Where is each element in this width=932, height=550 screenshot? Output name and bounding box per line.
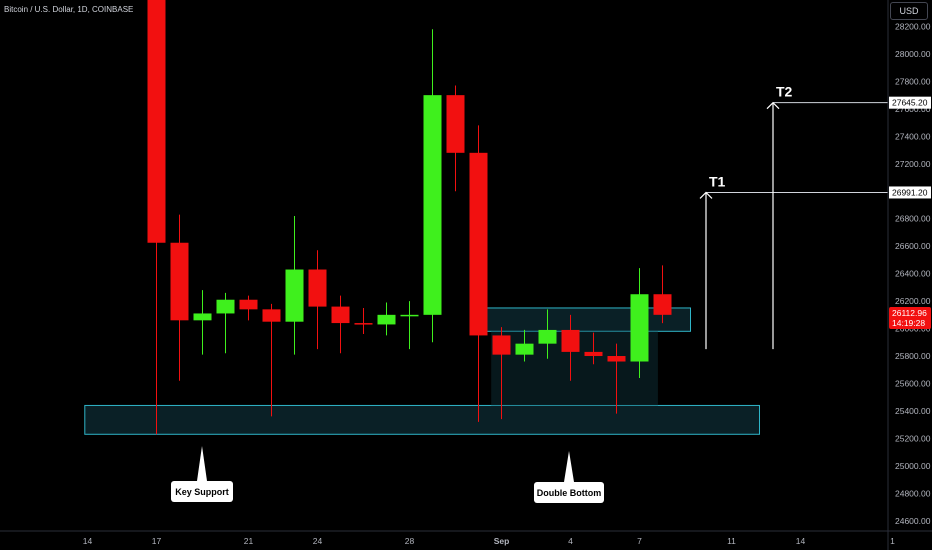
current-price-tag xyxy=(889,307,931,330)
candle-body xyxy=(147,0,166,243)
current-price-value: 26112.96 xyxy=(892,308,927,318)
callout-pointer xyxy=(564,451,574,482)
time-axis[interactable]: 14 17 21 24 28 Sep 4 7 11 14 1 xyxy=(0,530,932,546)
candle-body xyxy=(170,242,189,321)
zone-key-support xyxy=(84,404,761,435)
price-tick-label: 24800.00 xyxy=(895,488,931,498)
candle-body xyxy=(400,314,419,317)
target-price-t2: 27645.20 xyxy=(892,98,928,108)
candle-body xyxy=(630,294,649,362)
candle-body xyxy=(653,294,672,315)
price-tick-label: 27600.00 xyxy=(895,104,931,114)
callout-text: Double Bottom xyxy=(537,488,602,498)
candle-body xyxy=(308,269,327,307)
price-tick-label: 27400.00 xyxy=(895,131,931,141)
time-tick-label: Sep xyxy=(494,536,510,546)
candle-body xyxy=(354,323,373,325)
targets-layer: T1 T2 xyxy=(699,84,888,350)
callout-text: Key Support xyxy=(175,487,229,497)
time-tick-label: 21 xyxy=(244,536,254,546)
time-tick-label: 17 xyxy=(152,536,162,546)
candle-body xyxy=(239,299,258,310)
price-tick-label: 26600.00 xyxy=(895,241,931,251)
price-tick-label: 26400.00 xyxy=(895,269,931,279)
price-tick-label: 25600.00 xyxy=(895,378,931,388)
callout-box xyxy=(171,481,233,502)
arrow-head-icon xyxy=(699,191,713,199)
time-tick-label: 11 xyxy=(727,536,736,546)
currency-button[interactable]: USD xyxy=(890,2,928,20)
candle-body xyxy=(216,299,235,314)
candle-body xyxy=(538,329,557,344)
candle-body xyxy=(561,329,580,352)
callouts-layer: Key Support Double Bottom xyxy=(171,446,604,503)
time-tick-label: 14 xyxy=(796,536,806,546)
candle-body xyxy=(193,313,212,321)
countdown-timer: 14:19:28 xyxy=(892,318,925,328)
callout-double-bottom: Double Bottom xyxy=(534,451,604,503)
candle-body xyxy=(262,309,281,322)
callout-pointer xyxy=(197,446,207,481)
price-tick-label: 27800.00 xyxy=(895,76,931,86)
price-tick-label: 28000.00 xyxy=(895,49,931,59)
price-tick-label: 26800.00 xyxy=(895,214,931,224)
time-tick-label: 7 xyxy=(637,536,642,546)
callout-box xyxy=(534,482,604,503)
chart-title: Bitcoin / U.S. Dollar, 1D, COINBASE xyxy=(4,5,134,14)
candle-body xyxy=(584,351,603,357)
price-axis[interactable]: 28200.00 28000.00 27800.00 27600.00 27400.00… xyxy=(887,0,931,550)
zones-layer xyxy=(84,307,761,435)
candle-body xyxy=(377,314,396,325)
target-price-t1: 26991.20 xyxy=(892,187,928,197)
time-tick-label: 28 xyxy=(405,536,415,546)
candle-body xyxy=(469,152,488,336)
price-tick-label: 24600.00 xyxy=(895,516,931,526)
price-tick-label: 25000.00 xyxy=(895,461,931,471)
candle-body xyxy=(331,306,350,324)
candle-body xyxy=(607,356,626,362)
price-tick-label: 26200.00 xyxy=(895,296,931,306)
candle-body xyxy=(423,95,442,315)
callout-key-support: Key Support xyxy=(171,446,233,502)
price-tick-label: 28200.00 xyxy=(895,22,931,32)
candles-layer xyxy=(147,0,672,435)
candle-body xyxy=(446,95,465,153)
target-price-tag xyxy=(889,96,931,109)
price-tick-label: 25400.00 xyxy=(895,406,931,416)
price-tick-label: 27200.00 xyxy=(895,159,931,169)
time-tick-label: 14 xyxy=(83,536,93,546)
target-price-tag xyxy=(889,186,931,199)
time-tick-label: 24 xyxy=(313,536,323,546)
time-tick-label: 4 xyxy=(568,536,573,546)
target-label-t1: T1 xyxy=(709,173,726,189)
price-tick-label: 25800.00 xyxy=(895,351,931,361)
arrow-head-icon xyxy=(766,101,780,110)
price-tick-label: 25200.00 xyxy=(895,433,931,443)
candle-body xyxy=(285,269,304,322)
target-label-t2: T2 xyxy=(776,84,793,100)
candle-body xyxy=(515,343,534,355)
candle-body xyxy=(492,335,511,355)
time-tick-label: 1 xyxy=(890,536,895,546)
